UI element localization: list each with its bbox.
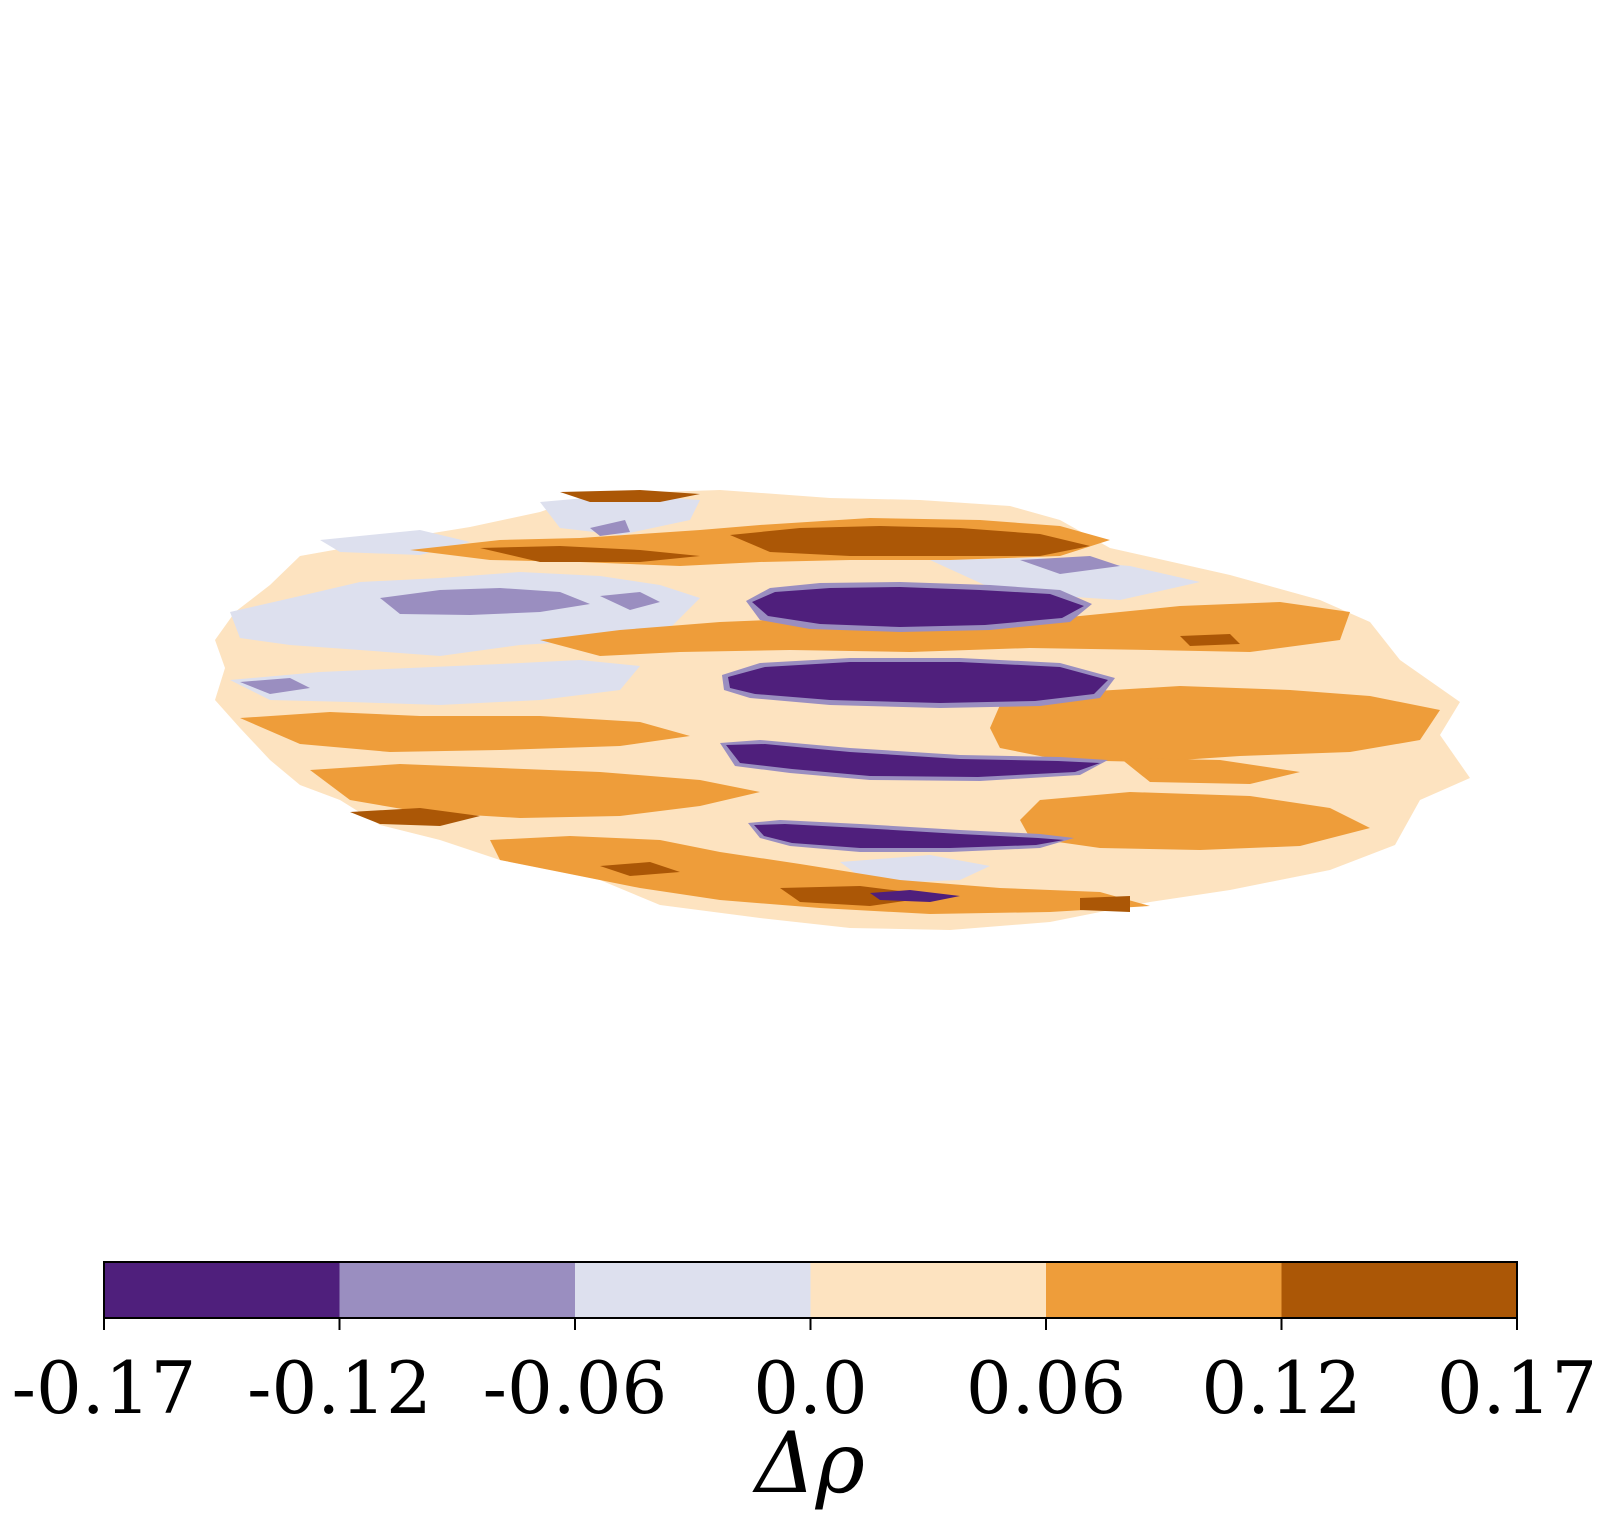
colorbar-label: Δρ — [752, 1414, 865, 1512]
region-light-lavender — [540, 495, 700, 535]
region-medium-lavender — [380, 588, 590, 615]
colorbar-bin — [810, 1262, 1047, 1318]
region-orange — [240, 712, 690, 752]
colorbar-bin — [1281, 1262, 1518, 1318]
region-medium-lavender — [590, 520, 630, 536]
region-dark-orange — [1080, 896, 1130, 912]
colorbar-bins — [104, 1262, 1518, 1318]
colorbar-ticks: -0.17 -0.12 -0.06 0.0 0.06 0.12 0.17 — [12, 1318, 1597, 1430]
colorbar-tick-label: -0.12 — [247, 1346, 432, 1430]
region-medium-lavender — [1020, 556, 1120, 574]
band-negative — [728, 662, 1108, 703]
region-dark-orange — [480, 546, 700, 562]
region-orange — [310, 764, 760, 818]
region-dark-orange — [560, 490, 700, 502]
band-negative — [752, 587, 1084, 627]
colorbar-bin — [1046, 1262, 1282, 1318]
contour-map — [215, 490, 1470, 930]
colorbar-bin — [104, 1262, 340, 1318]
region-dark-orange — [600, 862, 680, 876]
region-orange — [1120, 758, 1300, 784]
region-medium-lavender — [240, 678, 310, 694]
band-negative — [754, 824, 1064, 848]
region-dark-orange — [350, 808, 480, 826]
colorbar-tick-label: 0.06 — [966, 1346, 1126, 1430]
colorbar-tick-label: 0.0 — [753, 1346, 868, 1430]
colorbar: -0.17 -0.12 -0.06 0.0 0.06 0.12 0.17 Δρ — [12, 1261, 1597, 1512]
band-negative — [870, 890, 960, 902]
colorbar-bin — [575, 1262, 811, 1318]
band-negative — [726, 744, 1100, 777]
region-orange — [490, 836, 1150, 914]
colorbar-bin — [339, 1262, 576, 1318]
region-orange — [990, 686, 1440, 762]
colorbar-tick-label: -0.06 — [483, 1346, 668, 1430]
colorbar-tick-label: -0.17 — [12, 1346, 197, 1430]
region-light-lavender — [230, 660, 640, 705]
negative-bands — [720, 582, 1115, 902]
colorbar-tick-label: 0.12 — [1201, 1346, 1361, 1430]
colorbar-tick-label: 0.17 — [1437, 1346, 1597, 1430]
region-dark-orange — [730, 526, 1090, 556]
region-medium-lavender — [600, 592, 660, 610]
region-orange — [1020, 792, 1370, 850]
region-dark-orange — [1180, 634, 1240, 646]
